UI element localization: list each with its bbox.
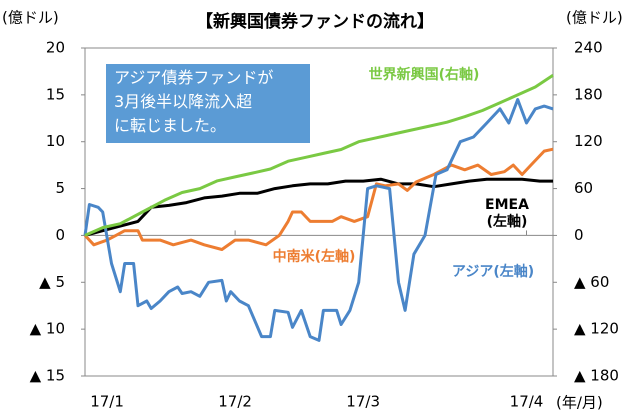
x-tick-label: 17/2 [218,393,252,411]
x-unit: (年/月) [556,394,603,412]
y-unit: (億ドル) [2,9,59,27]
y2-tick-label: 240 [574,39,603,57]
y-tick-label: 0 [55,226,65,244]
series-label: アジア(左軸) [452,263,534,280]
y-tick-label: ▲ 10 [30,320,65,338]
series-label: 世界新興国(右軸) [369,66,480,83]
annotation-box [106,64,310,143]
y2-tick-label: 0 [574,226,584,244]
y2-tick-label: ▲ 60 [574,273,609,291]
series-line [84,74,554,237]
y2-unit: (億ドル) [566,9,623,27]
annotation-line: 3月後半以降流入超 [114,92,252,111]
plot-frame [84,47,554,377]
y2-tick-label: ▲ 120 [574,320,619,338]
series-line [83,147,554,251]
y2-tick-label: 180 [574,85,603,103]
series-label: 中南米(左軸) [273,248,356,265]
y-tick-label: 10 [46,132,65,150]
y-tick-label: ▲ 5 [39,273,65,291]
annotation: アジア債券ファンドが 3月後半以降流入超に転じました。 [114,68,273,135]
series-line [83,98,554,342]
annotation-line: アジア債券ファンドが [114,68,273,87]
y2-tick-label: 120 [574,132,603,150]
y2-tick-label: ▲ 180 [574,367,619,385]
series-label: EMEA (左軸) [485,197,529,230]
x-tick-label: 17/4 [510,393,544,411]
chart-title: 【新興国債券ファンドの流れ】 [196,11,434,32]
x-tick-label: 17/1 [90,393,124,411]
y-tick-label: 5 [55,179,65,197]
series-line [84,177,553,237]
annotation-line: に転じました。 [114,116,226,135]
y-tick-label: ▲ 15 [30,367,65,385]
series-label-line: (左軸) [487,213,528,230]
series-label-line: EMEA [485,197,529,213]
y2-tick-label: 60 [574,179,593,197]
y-tick-label: 15 [46,85,65,103]
y-tick-label: 20 [46,39,65,57]
x-tick-label: 17/3 [346,393,380,411]
